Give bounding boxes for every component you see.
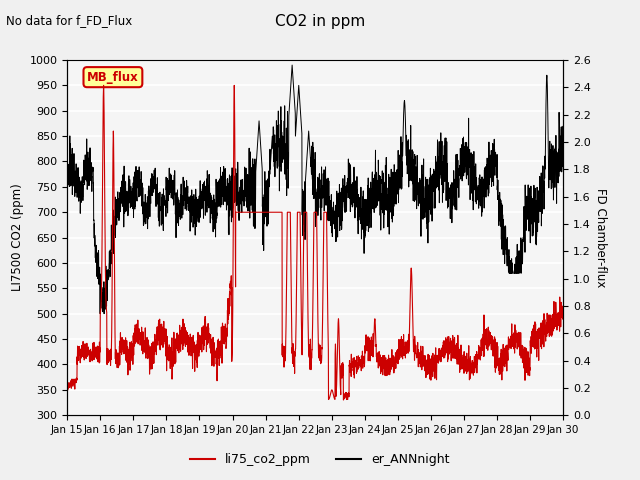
Y-axis label: FD Chamber-flux: FD Chamber-flux <box>595 188 607 288</box>
Text: MB_flux: MB_flux <box>87 71 139 84</box>
Y-axis label: LI7500 CO2 (ppm): LI7500 CO2 (ppm) <box>11 184 24 291</box>
Text: CO2 in ppm: CO2 in ppm <box>275 14 365 29</box>
Legend: li75_co2_ppm, er_ANNnight: li75_co2_ppm, er_ANNnight <box>186 448 454 471</box>
Text: No data for f_FD_Flux: No data for f_FD_Flux <box>6 14 132 27</box>
